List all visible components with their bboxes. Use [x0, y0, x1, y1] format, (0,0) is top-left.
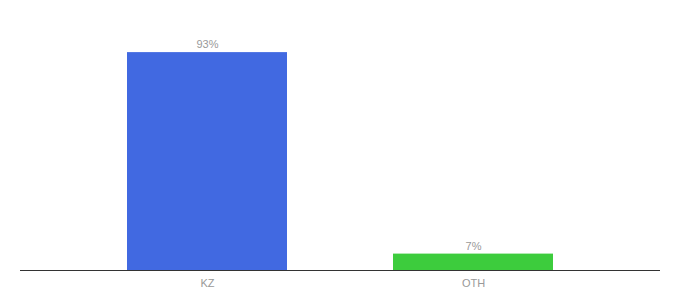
svg-text:7%: 7% — [466, 240, 482, 252]
svg-text:93%: 93% — [196, 38, 218, 50]
svg-text:OTH: OTH — [462, 277, 485, 289]
svg-text:KZ: KZ — [200, 277, 214, 289]
